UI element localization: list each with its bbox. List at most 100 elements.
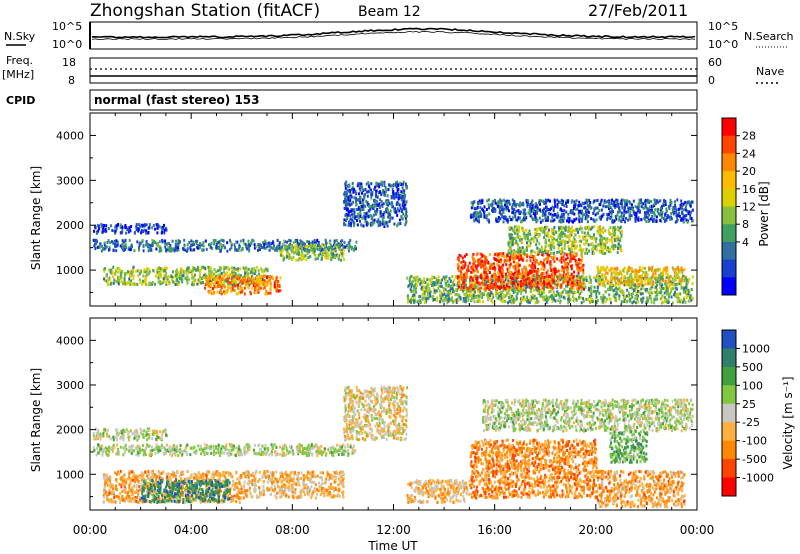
power-cell xyxy=(600,246,603,250)
power-cell xyxy=(546,252,549,256)
power-cell xyxy=(398,218,401,222)
power-cell xyxy=(160,231,163,235)
power-cell xyxy=(268,241,271,245)
power-cell xyxy=(193,282,196,286)
power-cell xyxy=(530,294,533,298)
power-cell xyxy=(170,274,173,278)
power-cell xyxy=(532,237,535,240)
power-cell xyxy=(481,259,484,263)
power-cell xyxy=(363,195,366,199)
power-cell xyxy=(608,238,611,242)
power-cell xyxy=(377,224,380,228)
power-cell xyxy=(666,216,669,219)
power-cell xyxy=(609,297,612,301)
power-cell xyxy=(561,256,564,260)
power-cell xyxy=(578,292,581,296)
power-cell xyxy=(199,275,202,279)
power-cell xyxy=(423,289,426,293)
power-cell xyxy=(473,300,476,304)
power-cell xyxy=(220,271,223,275)
power-cell xyxy=(242,281,244,285)
power-cell xyxy=(472,268,475,272)
power-cell xyxy=(379,220,381,224)
power-cell xyxy=(370,182,373,186)
power-cell xyxy=(346,215,349,219)
power-cell xyxy=(680,298,683,302)
power-cell xyxy=(523,275,526,279)
power-cell xyxy=(252,276,255,280)
power-cell xyxy=(550,269,553,273)
power-cell xyxy=(403,197,406,201)
power-cell xyxy=(459,269,462,273)
power-cell xyxy=(516,232,519,236)
power-cell xyxy=(498,272,501,276)
power-cell xyxy=(235,292,238,296)
power-cell xyxy=(96,224,99,228)
power-cell xyxy=(507,276,510,280)
power-cell xyxy=(98,245,101,249)
power-cell xyxy=(405,207,408,211)
power-cell xyxy=(481,281,484,285)
power-cell xyxy=(440,291,443,295)
power-cell xyxy=(440,284,443,288)
power-cell xyxy=(269,279,272,283)
power-cell xyxy=(382,213,385,217)
power-cell xyxy=(562,255,565,259)
power-cell xyxy=(662,300,665,304)
power-cell xyxy=(160,249,163,253)
power-cell xyxy=(656,280,659,284)
power-cell xyxy=(545,232,548,236)
power-cell xyxy=(128,270,131,274)
power-cell xyxy=(514,236,517,240)
power-cell xyxy=(211,287,214,291)
power-cell xyxy=(476,264,479,268)
power-cell xyxy=(117,278,120,282)
power-cell xyxy=(585,297,588,301)
power-cell xyxy=(584,226,586,230)
power-cell xyxy=(255,283,258,286)
power-cell xyxy=(677,296,680,300)
power-cell xyxy=(217,241,220,245)
power-cell xyxy=(122,282,125,286)
power-cell xyxy=(614,296,617,300)
power-cell xyxy=(381,204,384,208)
power-cell xyxy=(500,258,502,262)
power-cell xyxy=(502,293,505,297)
power-cell xyxy=(551,236,554,240)
power-cell xyxy=(588,276,591,280)
power-cell xyxy=(120,271,123,275)
power-cell xyxy=(478,297,481,301)
power-cell xyxy=(383,225,386,228)
power-cell xyxy=(557,269,560,273)
power-cell xyxy=(513,258,516,262)
power-cell xyxy=(482,208,484,212)
power-cell xyxy=(456,287,459,291)
power-cell xyxy=(219,289,222,292)
power-cell xyxy=(281,245,283,249)
power-cell xyxy=(529,255,532,259)
power-cell xyxy=(147,267,150,271)
power-cell xyxy=(602,293,605,297)
power-cell xyxy=(174,273,177,277)
power-cell xyxy=(515,297,518,301)
power-cell xyxy=(477,215,480,219)
power-cell xyxy=(613,298,616,302)
cpid-value: normal (fast stereo) 153 xyxy=(94,93,260,107)
power-cell xyxy=(480,265,483,269)
power-cell xyxy=(613,200,616,204)
power-cell xyxy=(159,246,162,250)
power-cell xyxy=(542,268,545,272)
power-cell xyxy=(513,266,516,270)
power-cell xyxy=(604,300,607,304)
power-cell xyxy=(412,276,415,280)
power-cell xyxy=(415,278,418,282)
power-cell xyxy=(459,295,462,299)
power-cell xyxy=(565,205,568,208)
power-cell xyxy=(579,260,582,264)
power-cell xyxy=(467,298,470,302)
power-cell xyxy=(205,280,208,284)
power-cell xyxy=(103,269,106,273)
power-cell xyxy=(282,258,285,262)
power-cell xyxy=(488,212,491,216)
power-cell xyxy=(489,283,492,287)
